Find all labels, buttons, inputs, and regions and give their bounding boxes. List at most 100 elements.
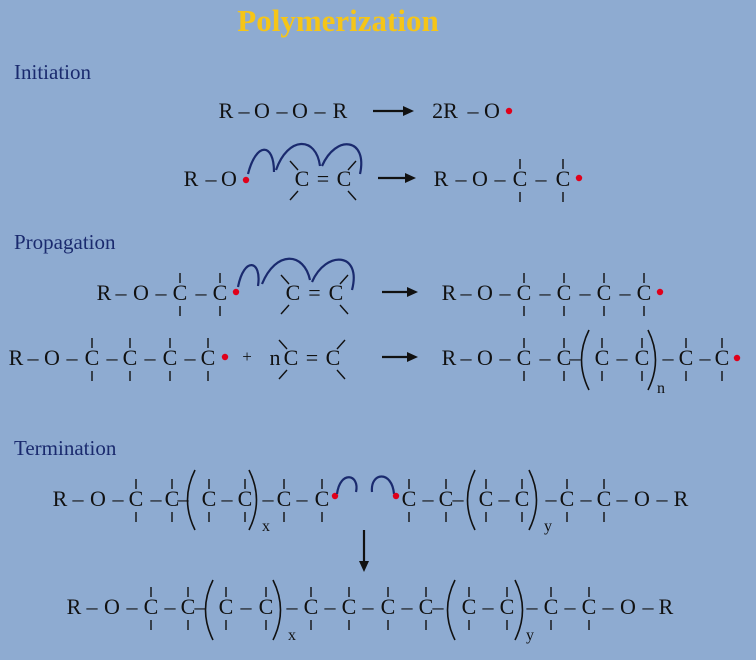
atom-label: O: [133, 280, 149, 305]
subscript: x: [262, 518, 270, 535]
atom-label: O: [472, 166, 488, 191]
atom-label: R: [97, 280, 112, 305]
atom-label: C: [635, 345, 650, 370]
reaction-arrowhead: [407, 352, 418, 362]
section-propagation: Propagation: [14, 230, 116, 254]
close-paren: [248, 469, 258, 531]
curved-electron-arrow: [274, 142, 322, 171]
bond-dash: –: [460, 280, 473, 305]
atom-label: R: [434, 166, 449, 191]
curved-electron-arrow: [370, 475, 396, 495]
atom-label: C: [286, 280, 301, 305]
radical-dot: [221, 353, 229, 361]
atom-label: C: [315, 486, 330, 511]
bond-dash: –: [569, 345, 582, 370]
plus-sign: +: [242, 347, 252, 366]
atom-label: R: [53, 486, 68, 511]
bond-dash: –: [86, 594, 99, 619]
atom-label: C: [402, 486, 417, 511]
atom-label: C: [163, 345, 178, 370]
atom-label: C: [202, 486, 217, 511]
bond-dash: –: [324, 594, 337, 619]
open-paren: [580, 329, 590, 391]
alkene-substituent: [347, 160, 357, 171]
bond-dash: –: [616, 345, 629, 370]
close-paren: [272, 579, 282, 641]
atom-label: C: [515, 486, 530, 511]
bond-dash: –: [619, 280, 632, 305]
bond-dash: –: [150, 486, 163, 511]
radical-dot: [392, 492, 400, 500]
atom-label: C: [129, 486, 144, 511]
bond-dash: –: [286, 594, 299, 619]
atom-label: C: [337, 166, 352, 191]
atom-label: R: [333, 98, 348, 123]
radical-dot: [242, 176, 250, 184]
page-title: Polymerization: [237, 3, 439, 38]
atom-label: C: [439, 486, 454, 511]
bond-dash: –: [362, 594, 375, 619]
alkene-substituent: [280, 274, 290, 285]
atom-label: O: [620, 594, 636, 619]
bond-dash: –: [499, 345, 512, 370]
atom-label: C: [595, 345, 610, 370]
atom-label: R: [184, 166, 199, 191]
atom-label: O: [634, 486, 650, 511]
bond-dash: –: [564, 594, 577, 619]
atom-label: O: [477, 280, 493, 305]
atom-label: C: [238, 486, 253, 511]
atom-label: O: [104, 594, 120, 619]
radical-dot: [656, 288, 664, 296]
atom-label: C: [144, 594, 159, 619]
radical-dot: [232, 288, 240, 296]
atom-label: O: [477, 345, 493, 370]
bond-dash: –: [314, 98, 327, 123]
curved-electron-arrow: [320, 143, 363, 175]
bond-dash: –: [539, 345, 552, 370]
bond-dash: –: [539, 280, 552, 305]
alkene-substituent: [278, 369, 288, 380]
atom-label: O: [254, 98, 270, 123]
bond-dash: –: [545, 486, 558, 511]
bond-dash: –: [401, 594, 414, 619]
atom-label: C: [304, 594, 319, 619]
curved-electron-arrow: [310, 258, 355, 291]
bond-dash: –: [221, 486, 234, 511]
reaction-arrowhead: [407, 287, 418, 297]
curved-electron-arrow: [236, 264, 260, 288]
atom-label: C: [517, 280, 532, 305]
atom-label: R: [442, 280, 457, 305]
bond-dash: –: [144, 345, 157, 370]
atom-label: R: [674, 486, 689, 511]
atom-label: C: [259, 594, 274, 619]
atom-label: R: [659, 594, 674, 619]
bond-dash: –: [126, 594, 139, 619]
atom-label: R: [67, 594, 82, 619]
atom-label: C: [165, 486, 180, 511]
atom-label: C: [557, 345, 572, 370]
atom-label: C: [560, 486, 575, 511]
bond-dash: –: [72, 486, 85, 511]
atom-label: =: [306, 345, 318, 370]
reaction-arrowhead: [405, 173, 416, 183]
atom-label: C: [181, 594, 196, 619]
atom-label: O: [90, 486, 106, 511]
bond-dash: –: [535, 166, 548, 191]
close-paren: [647, 329, 657, 391]
bond-dash: –: [482, 594, 495, 619]
atom-label: C: [517, 345, 532, 370]
monomer-count: n: [270, 345, 281, 370]
atom-label: R: [442, 345, 457, 370]
bond-dash: –: [616, 486, 629, 511]
atom-label: C: [213, 280, 228, 305]
alkene-substituent: [336, 339, 346, 350]
bond-dash: –: [184, 345, 197, 370]
bond-dash: –: [455, 166, 468, 191]
close-paren: [528, 469, 538, 531]
atom-label: C: [597, 486, 612, 511]
bond-dash: –: [494, 166, 507, 191]
bond-dash: –: [699, 345, 712, 370]
subscript: y: [526, 627, 534, 644]
bond-dash: –: [656, 486, 669, 511]
